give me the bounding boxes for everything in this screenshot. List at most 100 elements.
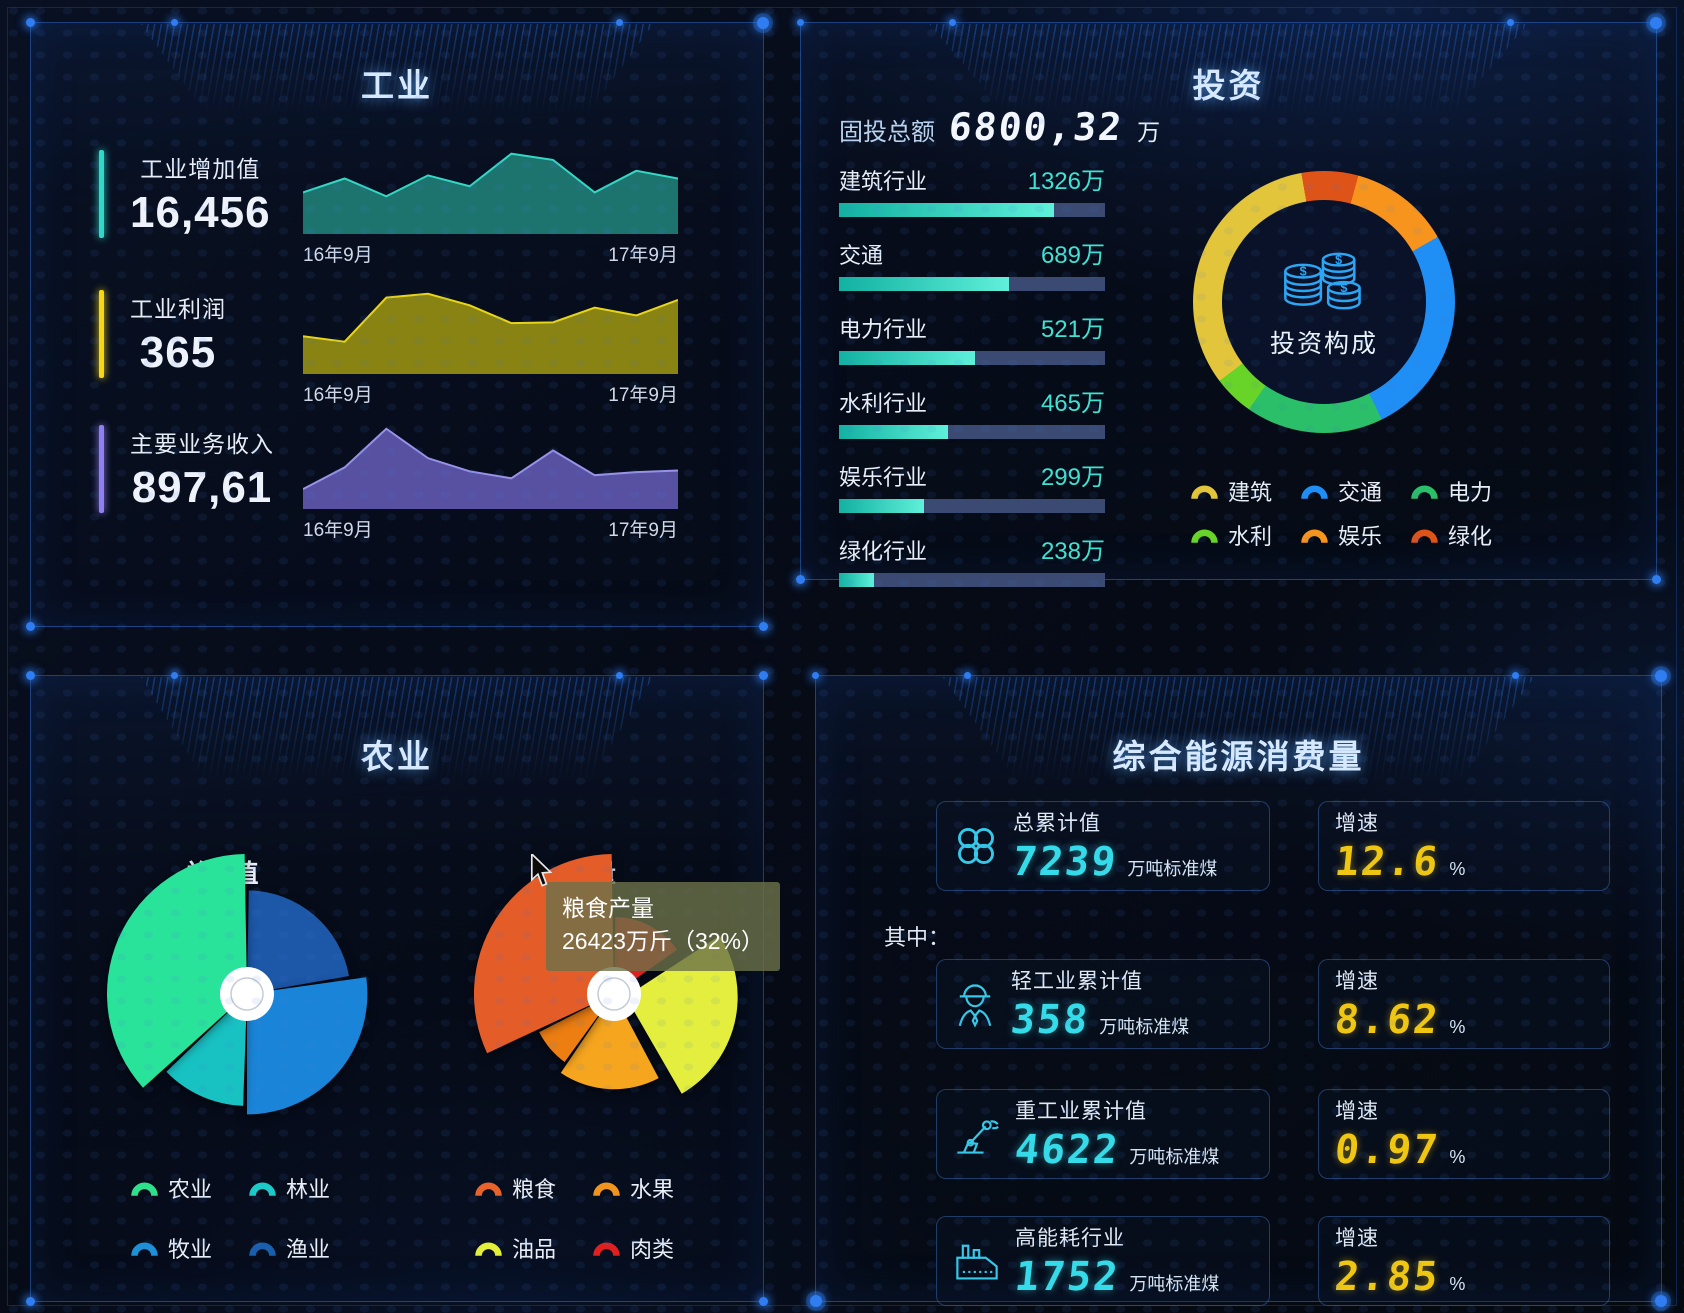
energy-value-box-1: 总累计值 7239 万吨标准煤 xyxy=(936,801,1270,891)
clover-icon xyxy=(953,823,999,869)
energy-row-value: 358 xyxy=(1008,997,1092,1043)
bar-track[interactable] xyxy=(839,573,1105,587)
agri-legend-right: 粮食 水果油品 肉类 xyxy=(473,1172,699,1264)
bar-label: 绿化行业 xyxy=(839,539,928,564)
donut-center: $ $ $ 投资构成 xyxy=(1222,200,1426,404)
fan-swatch-icon xyxy=(475,1182,502,1196)
metric-accent-bar xyxy=(99,150,104,238)
bar-label: 建筑行业 xyxy=(839,169,928,194)
svg-text:$: $ xyxy=(1335,253,1342,267)
legend-item-油品[interactable]: 油品 xyxy=(473,1232,581,1264)
energy-value-box-2: 轻工业累计值 358 万吨标准煤 xyxy=(936,959,1270,1049)
legend-item-电力[interactable]: 电力 xyxy=(1409,475,1495,507)
energy-value-box-3: 重工业累计值 4622 万吨标准煤 xyxy=(936,1089,1270,1179)
panel-title-industry: 工业 xyxy=(361,67,433,104)
energy-row-unit: 万吨标准煤 xyxy=(1127,859,1218,879)
bar-label: 娱乐行业 xyxy=(839,465,928,490)
bar-track[interactable] xyxy=(839,277,1105,291)
energy-growth-box-2: 增速 8.62% xyxy=(1318,959,1610,1049)
legend-label: 交通 xyxy=(1338,480,1383,505)
energy-row-label: 高能耗行业 xyxy=(1015,1227,1125,1250)
bar-track[interactable] xyxy=(839,425,1105,439)
growth-unit: % xyxy=(1449,1017,1466,1037)
energy-row-value: 1752 xyxy=(1012,1254,1122,1300)
area-chart[interactable] xyxy=(303,423,678,509)
x-axis-start: 16年9月 xyxy=(303,385,373,406)
invest-legend: 建筑 交通 电力水利 娱乐 绿化 xyxy=(1189,475,1495,551)
legend-label: 油品 xyxy=(512,1237,557,1262)
energy-growth-box-3: 增速 0.97% xyxy=(1318,1089,1610,1179)
metric-accent-bar xyxy=(99,290,104,378)
legend-label: 林业 xyxy=(286,1177,331,1202)
bar-fill xyxy=(839,499,925,513)
metric-value: 16,456 xyxy=(130,188,271,237)
bar-label: 电力行业 xyxy=(839,317,928,342)
legend-item-农业[interactable]: 农业 xyxy=(129,1172,237,1204)
growth-value: 8.62 xyxy=(1332,997,1442,1043)
legend-label: 粮食 xyxy=(512,1177,557,1202)
bar-label: 交通 xyxy=(839,243,884,268)
fan-swatch-icon xyxy=(475,1242,502,1256)
industry-row-1: 工业增加值 16,456 16年9月 17年9月 xyxy=(31,148,763,270)
fan-swatch-icon xyxy=(1191,485,1218,499)
legend-label: 渔业 xyxy=(286,1237,331,1262)
panel-title-energy: 综合能源消费量 xyxy=(1112,738,1365,775)
x-axis-end: 17年9月 xyxy=(608,385,678,406)
svg-text:$: $ xyxy=(1300,264,1307,278)
fan-swatch-icon xyxy=(1301,529,1328,543)
bar-track[interactable] xyxy=(839,499,1105,513)
legend-label: 建筑 xyxy=(1228,480,1273,505)
growth-value: 2.85 xyxy=(1332,1254,1442,1300)
metric-block: 工业增加值 16,456 xyxy=(99,148,271,240)
fan-swatch-icon xyxy=(593,1242,620,1256)
legend-item-渔业[interactable]: 渔业 xyxy=(247,1232,355,1264)
energy-row-value: 7239 xyxy=(1010,839,1120,885)
growth-label: 增速 xyxy=(1335,970,1379,993)
bar-value: 521万 xyxy=(1040,316,1105,343)
bar-fill xyxy=(839,203,1055,217)
legend-item-交通[interactable]: 交通 xyxy=(1299,475,1385,507)
x-axis-end: 17年9月 xyxy=(608,520,678,541)
area-chart[interactable] xyxy=(303,148,678,234)
metric-accent-bar xyxy=(99,425,104,513)
legend-label: 肉类 xyxy=(630,1237,675,1262)
growth-label: 增速 xyxy=(1335,812,1379,835)
donut-chart[interactable]: $ $ $ 投资构成 xyxy=(1193,171,1455,433)
legend-item-肉类[interactable]: 肉类 xyxy=(591,1232,699,1264)
fan-swatch-icon xyxy=(249,1182,276,1196)
legend-item-水果[interactable]: 水果 xyxy=(591,1172,699,1204)
energy-row-label: 总累计值 xyxy=(1013,812,1101,835)
fan-swatch-icon xyxy=(131,1182,158,1196)
rose-chart-total-value[interactable] xyxy=(97,844,397,1144)
legend-item-建筑[interactable]: 建筑 xyxy=(1189,475,1275,507)
industry-row-2: 工业利润 365 16年9月 17年9月 xyxy=(31,288,763,410)
energy-row-unit: 万吨标准煤 xyxy=(1129,1274,1220,1294)
area-chart[interactable] xyxy=(303,288,678,374)
bar-label: 水利行业 xyxy=(839,391,928,416)
legend-label: 绿化 xyxy=(1448,524,1493,549)
bar-fill xyxy=(839,425,949,439)
fan-swatch-icon xyxy=(131,1242,158,1256)
metric-label: 工业增加值 xyxy=(140,156,261,182)
legend-item-牧业[interactable]: 牧业 xyxy=(129,1232,237,1264)
panel-title-agri: 农业 xyxy=(361,738,433,775)
legend-label: 水利 xyxy=(1228,524,1273,549)
legend-item-娱乐[interactable]: 娱乐 xyxy=(1299,519,1385,551)
legend-label: 牧业 xyxy=(168,1237,213,1262)
x-axis-labels: 16年9月 17年9月 xyxy=(303,515,678,542)
legend-item-绿化[interactable]: 绿化 xyxy=(1409,519,1495,551)
legend-item-水利[interactable]: 水利 xyxy=(1189,519,1275,551)
bar-value: 299万 xyxy=(1040,464,1105,491)
svg-text:$: $ xyxy=(1340,281,1347,295)
bar-track[interactable] xyxy=(839,203,1105,217)
bar-track[interactable] xyxy=(839,351,1105,365)
fan-swatch-icon xyxy=(593,1182,620,1196)
growth-unit: % xyxy=(1449,859,1466,879)
legend-item-林业[interactable]: 林业 xyxy=(247,1172,355,1204)
total-value: 6800,32 xyxy=(946,105,1126,149)
bar-value: 1326万 xyxy=(1027,168,1105,195)
metric-label: 工业利润 xyxy=(130,296,226,322)
legend-item-粮食[interactable]: 粮食 xyxy=(473,1172,581,1204)
growth-unit: % xyxy=(1449,1147,1466,1167)
x-axis-end: 17年9月 xyxy=(608,245,678,266)
